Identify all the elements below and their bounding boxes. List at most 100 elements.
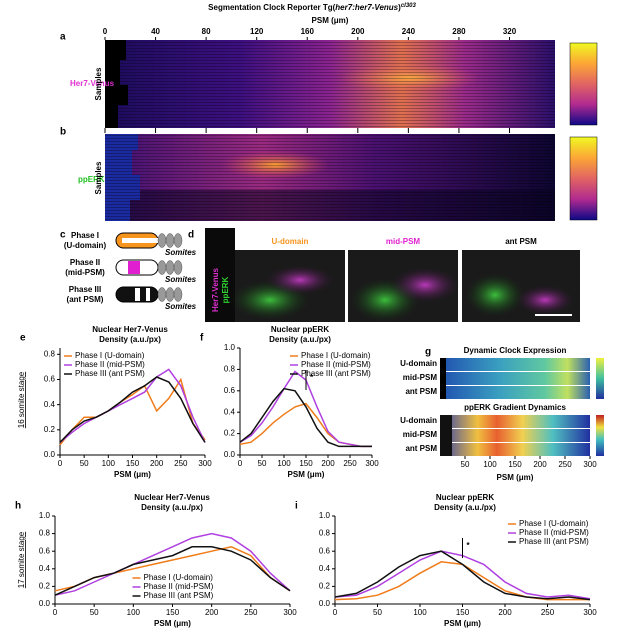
annotation: * [310, 373, 314, 382]
x-tick-label: 0 [58, 459, 63, 468]
series-line [54, 546, 291, 596]
x-tick-label: 50 [90, 608, 99, 617]
column-label: mid-PSM [386, 237, 421, 246]
heatmap-row [440, 429, 590, 442]
y-tick-label: 0.0 [319, 599, 331, 608]
psm-inner [122, 238, 158, 243]
title-part: cl303 [401, 3, 417, 9]
x-tick-label: 150 [299, 459, 313, 468]
chart-title: Density (a.u./px) [434, 503, 496, 512]
panel-label: d [188, 230, 194, 241]
chart-title: Nuclear ppERK [436, 493, 494, 502]
y-tick-label: 1.0 [319, 511, 331, 520]
series-line [54, 532, 291, 596]
series-line [334, 550, 591, 600]
top-tick-label: 160 [301, 27, 315, 36]
somites-label: Somites [165, 302, 197, 311]
somite [165, 260, 175, 275]
x-tick-label: 250 [244, 608, 258, 617]
title-part: her7:her7-Venus [335, 3, 398, 12]
x-tick-label: 50 [461, 460, 470, 469]
heatmap-rows [105, 134, 555, 221]
heatmap-mask [440, 415, 452, 456]
y-tick-label: 0.4 [39, 564, 51, 573]
somite [173, 260, 183, 275]
somite [173, 233, 183, 248]
panel-label: f [200, 333, 204, 344]
heatmap-title: ppERK Gradient Dynamics [464, 403, 566, 412]
x-tick-label: 300 [365, 459, 379, 468]
channel-label: ppERK [221, 276, 230, 303]
legend-label: Phase III (ant PSM) [301, 369, 371, 378]
row-label: mid-PSM [403, 373, 438, 382]
y-tick-label: 0.6 [44, 375, 56, 384]
chart-title: Nuclear Her7-Venus [134, 493, 210, 502]
somites-label: Somites [165, 248, 197, 257]
legend-label: Phase III (ant PSM) [75, 369, 145, 378]
x-axis-label: PSM (μm) [154, 619, 191, 628]
y-tick-label: 0.6 [319, 546, 331, 555]
heatmap-row [440, 415, 590, 428]
image-panel [205, 228, 235, 322]
psm-band [135, 288, 140, 301]
annotation: * [467, 541, 471, 550]
top-tick-label: 120 [250, 27, 264, 36]
y-tick-label: 0.4 [224, 407, 236, 416]
panel-label: g [425, 347, 431, 358]
row-label: U-domain [400, 416, 437, 425]
legend-label: Phase II (mid-PSM) [75, 360, 145, 369]
heatmap-title: Dynamic Clock Expression [464, 346, 567, 355]
y-tick-label: 1.0 [39, 511, 51, 520]
x-tick-label: 100 [102, 459, 116, 468]
y-tick-label: 0.2 [39, 582, 51, 591]
x-tick-label: 300 [283, 608, 297, 617]
colorbar [569, 136, 598, 221]
series-line [59, 377, 206, 446]
top-tick-label: 320 [503, 27, 517, 36]
top-tick-label: 0 [103, 27, 108, 36]
legend-label: Phase III (ant PSM) [519, 537, 589, 546]
panel-label: e [20, 333, 26, 344]
somite [165, 233, 175, 248]
phase-domain: (ant PSM) [67, 295, 104, 304]
y-tick-label: 0.6 [224, 386, 236, 395]
heatmap-row [440, 358, 590, 371]
y-tick-label: 0.4 [44, 400, 56, 409]
x-tick-label: 50 [373, 608, 382, 617]
somite [173, 287, 183, 302]
axis-label: Samples [94, 67, 103, 100]
y-tick-label: 0.0 [224, 450, 236, 459]
y-tick-label: 0.0 [39, 599, 51, 608]
x-tick-label: 250 [174, 459, 188, 468]
phase-domain: (U-domain) [64, 241, 107, 250]
x-axis-label: PSM (μm) [288, 470, 325, 479]
phase-name: Phase II [70, 258, 100, 267]
x-tick-label: 150 [508, 460, 522, 469]
y-tick-label: 0.2 [319, 582, 331, 591]
top-tick-label: 280 [452, 27, 466, 36]
series-line [334, 561, 590, 601]
x-tick-label: 100 [277, 459, 291, 468]
x-tick-label: 200 [205, 608, 219, 617]
legend-label: Phase I (U-domain) [144, 573, 214, 582]
panel-label: i [295, 501, 298, 512]
x-tick-label: 100 [127, 608, 141, 617]
figure-title: Segmentation Clock Reporter Tg(her7:her7… [208, 3, 416, 13]
phase-domain: (mid-PSM) [65, 268, 105, 277]
x-tick-label: 150 [126, 459, 140, 468]
somite [157, 260, 167, 275]
x-tick-label: 150 [166, 608, 180, 617]
y-tick-label: 0.4 [319, 564, 331, 573]
y-tick-label: 1.0 [224, 343, 236, 352]
top-tick-label: 240 [402, 27, 416, 36]
signal [465, 273, 525, 317]
legend-label: Phase I (U-domain) [75, 351, 145, 360]
y-tick-label: 0.8 [44, 349, 56, 358]
top-tick-label: 40 [151, 27, 160, 36]
x-tick-label: 50 [80, 459, 89, 468]
x-tick-label: 200 [498, 608, 512, 617]
somites-label: Somites [165, 275, 197, 284]
row-label: ant PSM [405, 444, 437, 453]
colorbar [596, 358, 604, 399]
chart-title: Nuclear ppERK [271, 325, 329, 334]
